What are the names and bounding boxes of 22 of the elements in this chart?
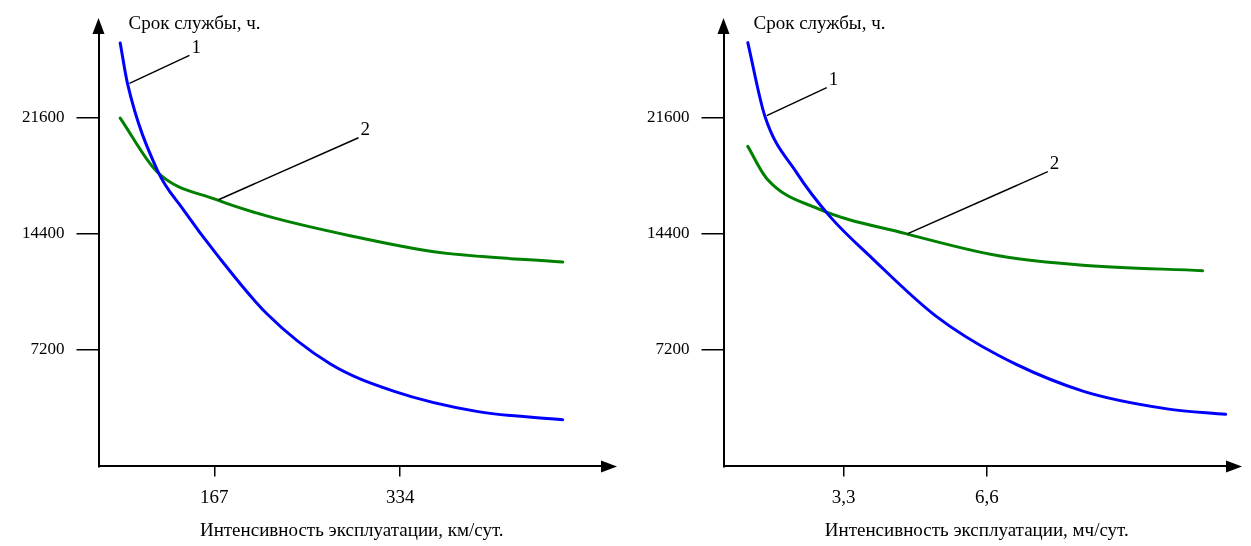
y-tick-label: 14400 (22, 223, 65, 243)
line-series (746, 144, 1205, 273)
annotation: 2 (360, 118, 370, 140)
x-tick-label: 167 (200, 485, 229, 507)
x-tick-label: 6,6 (975, 485, 999, 507)
x-tick-label: 3,3 (831, 485, 856, 507)
y-axis-title: Срок службы, ч. (753, 11, 886, 33)
annotation: 1 (191, 35, 201, 57)
x-axis-title: Интенсивность эксплуатации, мч/сут. (824, 518, 1129, 540)
y-tick-label: 14400 (647, 223, 690, 243)
annotation: 2 (1049, 152, 1060, 174)
line-series (118, 41, 565, 422)
x-tick-label: 334 (385, 485, 415, 507)
x-axis-title: Интенсивность эксплуатации, км/сут. (199, 518, 504, 540)
annotation: 1 (828, 68, 839, 90)
y-tick-label: 7200 (30, 339, 65, 359)
y-tick-label: 7200 (655, 339, 690, 359)
y-axis-title: Срок службы, ч. (128, 11, 261, 33)
y-tick-label: 21600 (22, 106, 65, 126)
line-series (746, 41, 1228, 416)
line-series (118, 116, 565, 264)
y-tick-label: 21600 (647, 106, 690, 126)
